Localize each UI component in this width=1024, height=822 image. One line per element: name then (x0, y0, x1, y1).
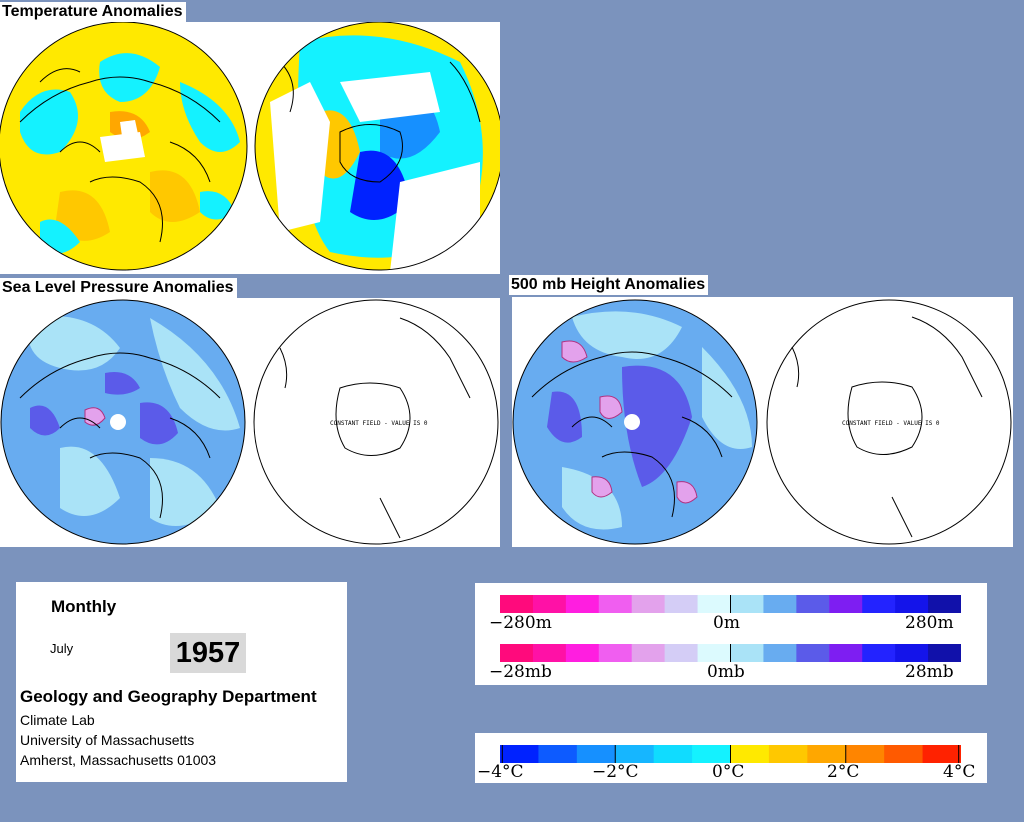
temperature-legend: −4°C −2°C 0°C 2°C 4°C (475, 733, 987, 783)
height-swatch-12 (895, 595, 929, 613)
height500-title: 500 mb Height Anomalies (509, 275, 709, 295)
height-swatch-1 (532, 595, 567, 613)
temperature-swatch-9 (845, 745, 885, 763)
temperature-swatch-8 (807, 745, 847, 763)
temperature-panel (0, 22, 500, 274)
temperature-title: Temperature Anomalies (0, 2, 186, 22)
height-swatch-2 (565, 595, 600, 613)
height500-panel: CONSTANT FIELD - VALUE IS 0 (512, 297, 1013, 547)
height-swatch-7 (730, 595, 764, 613)
height-swatch-0 (500, 595, 534, 613)
pressure-swatch-12 (895, 644, 929, 662)
temperature-swatch-5 (692, 745, 731, 763)
pressure-colorbar (500, 644, 961, 662)
temp-label-4: 4°C (943, 762, 976, 782)
temperature-swatch-2 (576, 745, 616, 763)
temperature-swatch-3 (615, 745, 655, 763)
height-swatch-3 (598, 595, 633, 613)
pressure-swatch-13 (928, 644, 961, 662)
pressure-swatch-11 (862, 644, 896, 662)
temp-label-2: 0°C (712, 762, 745, 782)
height-swatch-10 (829, 595, 863, 613)
temp-label-0: −4°C (477, 762, 524, 782)
department-label: Geology and Geography Department (20, 687, 317, 706)
pressure-label-min: −28mb (489, 662, 552, 682)
slp-south-map: CONSTANT FIELD - VALUE IS 0 (253, 299, 499, 545)
lab-label: Climate Lab (20, 712, 95, 728)
temperature-swatch-0 (500, 745, 539, 763)
year-label: 1957 (170, 633, 246, 673)
pressure-swatch-9 (796, 644, 830, 662)
pressure-swatch-1 (532, 644, 567, 662)
period-label: Monthly (51, 597, 117, 616)
pressure-swatch-5 (664, 644, 699, 662)
slp-south-message: CONSTANT FIELD - VALUE IS 0 (330, 420, 428, 427)
height500-south-message: CONSTANT FIELD - VALUE IS 0 (842, 420, 940, 427)
pressure-swatch-0 (500, 644, 534, 662)
height-swatch-8 (763, 595, 797, 613)
pressure-swatch-6 (697, 644, 731, 662)
height-swatch-4 (631, 595, 666, 613)
temperature-north-map (0, 22, 247, 270)
slp-title: Sea Level Pressure Anomalies (0, 278, 237, 298)
height-swatch-11 (862, 595, 896, 613)
pressure-swatch-10 (829, 644, 863, 662)
pressure-swatch-7 (730, 644, 764, 662)
temperature-swatch-1 (538, 745, 578, 763)
height-swatch-6 (697, 595, 731, 613)
temp-label-1: −2°C (592, 762, 639, 782)
university-label: University of Massachusetts (20, 732, 195, 748)
temperature-swatch-11 (922, 745, 961, 763)
pressure-swatch-3 (598, 644, 633, 662)
pressure-swatch-4 (631, 644, 666, 662)
temp-label-3: 2°C (827, 762, 860, 782)
temperature-swatch-10 (884, 745, 924, 763)
height-swatch-13 (928, 595, 961, 613)
slp-panel: CONSTANT FIELD - VALUE IS 0 (0, 298, 500, 547)
height500-north-map (513, 300, 757, 544)
temperature-swatch-6 (730, 745, 770, 763)
anomaly-legend: −280m 0m 280m −28mb 0mb 28mb (475, 583, 987, 685)
height-swatch-9 (796, 595, 830, 613)
height500-south-map: CONSTANT FIELD - VALUE IS 0 (766, 299, 1012, 545)
pressure-swatch-2 (565, 644, 600, 662)
height-label-min: −280m (489, 613, 552, 633)
month-label: July (50, 641, 74, 656)
height-label-max: 280m (905, 613, 954, 633)
pressure-label-max: 28mb (905, 662, 954, 682)
height-colorbar (500, 595, 961, 613)
height-swatch-5 (664, 595, 699, 613)
temperature-colorbar (500, 745, 961, 763)
info-box: Monthly July 1957 Geology and Geography … (16, 582, 347, 782)
slp-north-map (1, 300, 245, 544)
address-label: Amherst, Massachusetts 01003 (20, 752, 217, 768)
temperature-swatch-7 (768, 745, 808, 763)
height-label-zero: 0m (713, 613, 740, 633)
pressure-label-zero: 0mb (707, 662, 745, 682)
temperature-south-map (255, 22, 500, 270)
temperature-swatch-4 (653, 745, 693, 763)
pressure-swatch-8 (763, 644, 797, 662)
